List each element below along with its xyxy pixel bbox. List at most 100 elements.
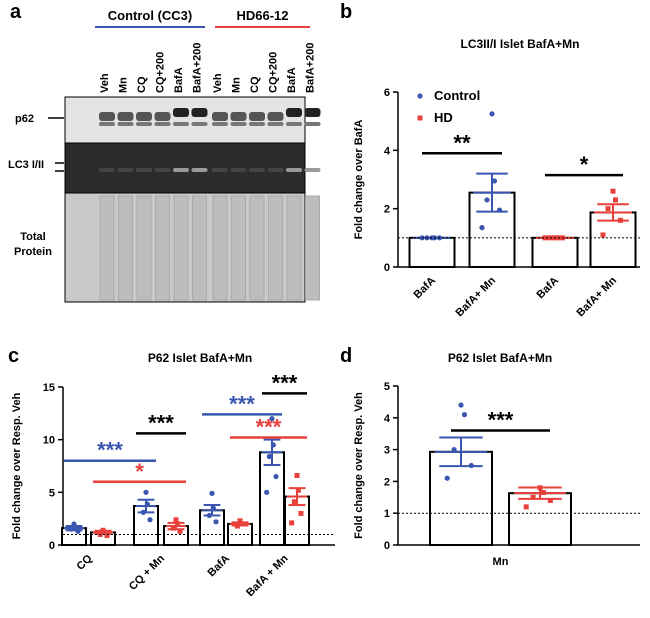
- data-point: [173, 517, 179, 523]
- band: [173, 108, 189, 117]
- lane-label: Mn: [118, 77, 130, 93]
- data-point: [547, 497, 553, 503]
- lane: [155, 195, 170, 301]
- panel-label: a: [10, 1, 22, 23]
- error-bar: [434, 436, 488, 468]
- error-bar: [261, 438, 283, 466]
- band: [304, 108, 321, 117]
- bar: [429, 450, 493, 546]
- band: [191, 122, 208, 126]
- band: [191, 108, 208, 117]
- legend-marker: [417, 115, 423, 121]
- band: [249, 112, 265, 121]
- lane: [286, 195, 302, 301]
- legend-marker: [417, 93, 423, 99]
- band: [286, 168, 302, 172]
- significance-label: ***: [148, 410, 174, 435]
- error-bar: [594, 203, 632, 222]
- chart-title: LC3II/I Islet BafA+Mn: [460, 37, 579, 51]
- data-point: [610, 188, 616, 194]
- y-tick-label: 0: [384, 262, 390, 274]
- data-point: [289, 520, 295, 526]
- panel-label: c: [8, 345, 19, 367]
- panel-label: d: [340, 345, 352, 367]
- x-tick-label: Mn: [493, 556, 509, 568]
- data-point: [294, 472, 300, 478]
- lane: [136, 195, 152, 301]
- data-point: [209, 490, 215, 496]
- band: [136, 168, 152, 172]
- band: [117, 122, 134, 126]
- lane: [231, 195, 246, 301]
- lane-label: BafA: [173, 67, 185, 93]
- x-tick-label: BafA+ Mn: [454, 274, 499, 319]
- lane: [118, 195, 133, 301]
- y-tick-label: 0: [384, 540, 390, 552]
- lane: [99, 195, 115, 301]
- group-label: Control (CC3): [108, 8, 193, 23]
- y-tick-label: 3: [384, 445, 390, 457]
- data-point: [613, 197, 618, 203]
- lane-label: BafA+200: [192, 43, 204, 93]
- x-tick-label: CQ + Mn: [127, 552, 167, 592]
- data-point: [264, 489, 270, 495]
- band: [173, 122, 189, 126]
- band: [154, 112, 171, 121]
- band: [230, 168, 247, 172]
- x-tick-label: CQ: [74, 552, 94, 572]
- lane: [305, 195, 320, 301]
- data-point: [147, 517, 153, 523]
- lane: [173, 195, 189, 301]
- error-bar: [513, 486, 567, 500]
- lane: [212, 195, 228, 301]
- bar: [508, 492, 572, 546]
- significance-label: **: [453, 130, 471, 155]
- x-tick-label: BafA: [534, 275, 561, 302]
- band: [267, 112, 284, 121]
- data-point: [174, 521, 180, 527]
- band: [99, 122, 115, 126]
- data-point: [269, 416, 275, 422]
- data-point: [479, 225, 485, 231]
- y-axis-label: Fold change over Resp. Veh: [353, 392, 365, 539]
- lane-label: Veh: [212, 73, 224, 93]
- data-point: [298, 510, 304, 516]
- lane-label: CQ: [249, 76, 261, 93]
- error-bar: [165, 521, 187, 531]
- row-label: Protein: [14, 246, 52, 258]
- y-tick-label: 1: [384, 508, 390, 520]
- y-tick-label: 5: [384, 381, 390, 393]
- y-tick-label: 2: [384, 204, 390, 216]
- band: [286, 108, 302, 117]
- x-tick-label: BafA + Mn: [244, 552, 291, 599]
- error-bar: [473, 172, 511, 213]
- band: [136, 112, 152, 121]
- data-point: [461, 412, 468, 418]
- bar: [259, 451, 285, 547]
- y-tick-label: 15: [43, 382, 55, 394]
- band: [286, 122, 302, 126]
- bar: [408, 236, 456, 268]
- chart-title: P62 Islet BafA+Mn: [148, 351, 252, 365]
- data-point: [458, 402, 464, 408]
- data-point: [143, 489, 149, 495]
- legend-label: Control: [434, 88, 480, 103]
- error-bar: [229, 521, 251, 527]
- bar: [531, 236, 579, 268]
- significance-label: ***: [488, 408, 514, 433]
- band: [267, 122, 284, 126]
- y-tick-label: 2: [384, 476, 390, 488]
- band: [249, 168, 265, 172]
- band: [117, 112, 134, 121]
- band: [212, 168, 228, 172]
- band: [304, 122, 321, 126]
- band: [117, 168, 134, 172]
- significance-label: ***: [272, 370, 298, 395]
- data-point: [489, 111, 495, 117]
- legend-label: HD: [434, 110, 453, 125]
- data-point: [273, 473, 279, 480]
- data-point: [530, 494, 536, 500]
- error-bar: [92, 529, 114, 535]
- band: [173, 168, 189, 172]
